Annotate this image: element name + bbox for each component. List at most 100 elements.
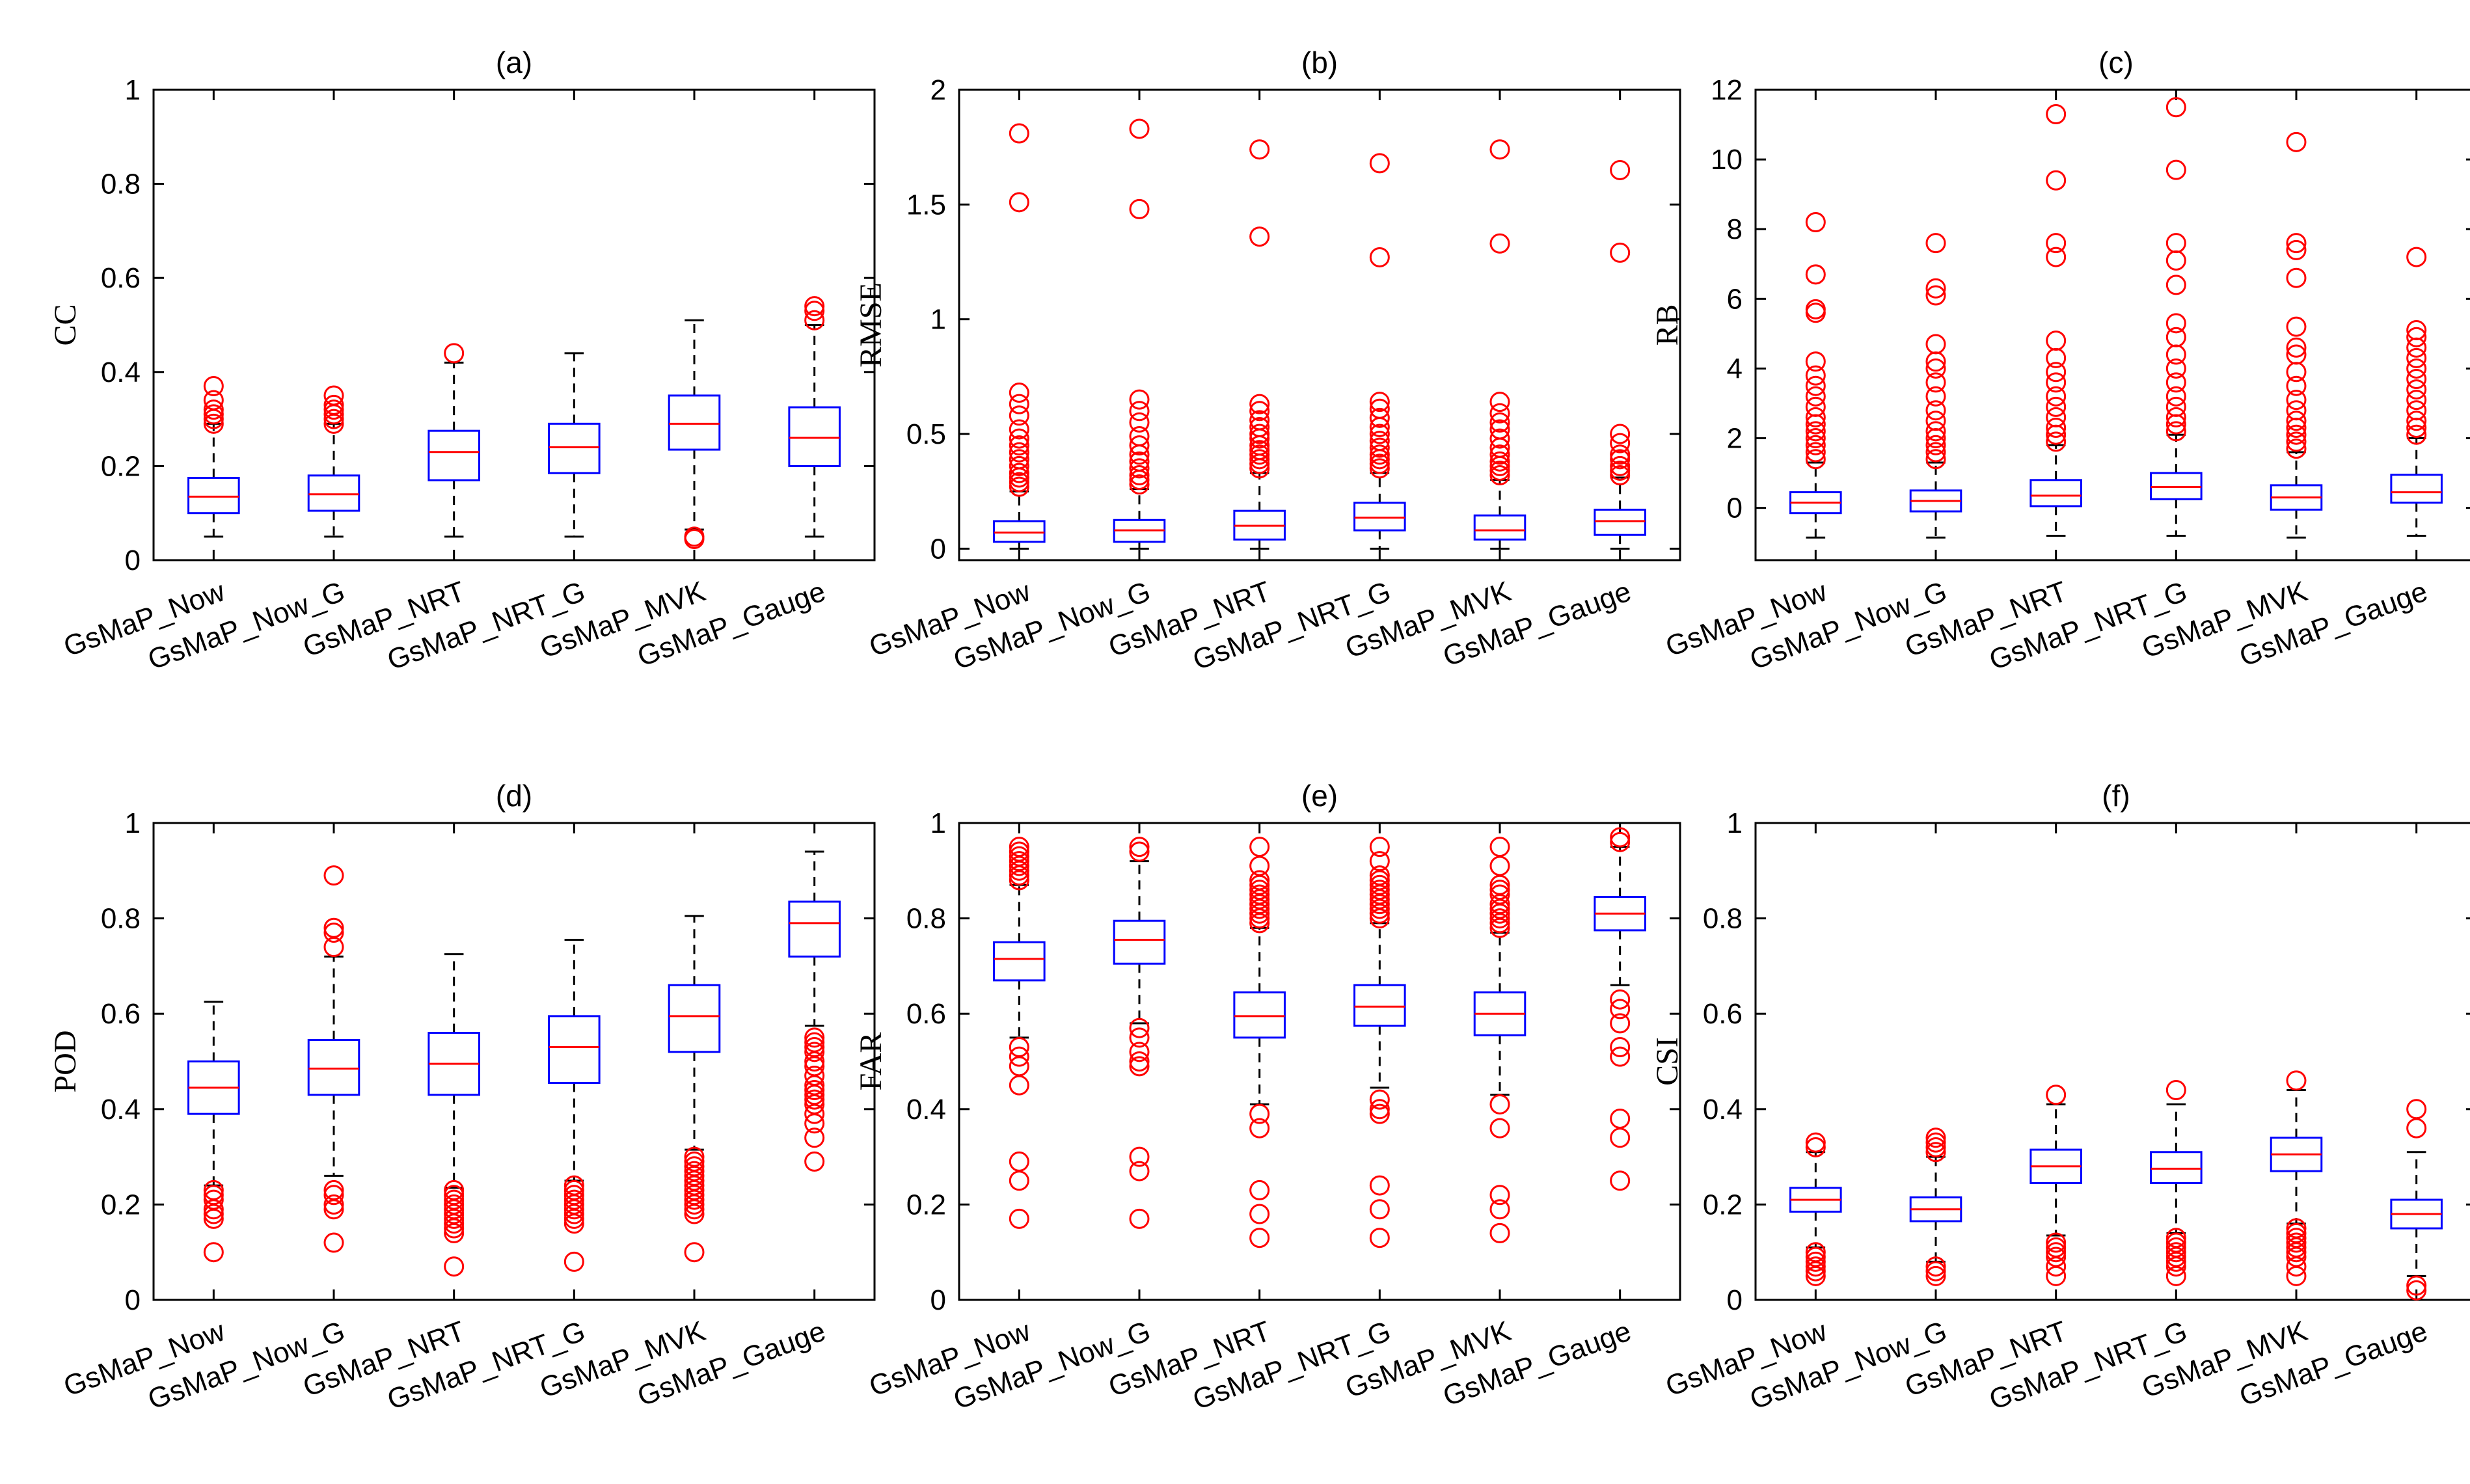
- y-tick-label: 1: [930, 807, 946, 839]
- outlier-point: [2165, 372, 2186, 393]
- box-GsMaP_Now_G: [1909, 1127, 1962, 1286]
- outlier-point: [1489, 1094, 1510, 1114]
- outlier-point: [1129, 412, 1150, 433]
- outlier-point: [1009, 841, 1029, 862]
- y-tick-label: 0.2: [906, 1189, 946, 1221]
- outlier-point: [1610, 1037, 1631, 1058]
- box-GsMaP_Gauge: [2390, 1099, 2443, 1301]
- outlier-point: [1129, 401, 1150, 422]
- outlier-point: [1489, 856, 1510, 876]
- box-GsMaP_NRT: [428, 343, 480, 538]
- outlier-point: [1925, 1265, 1946, 1286]
- outlier-point: [1009, 192, 1029, 213]
- outlier-point: [1009, 463, 1029, 483]
- outlier-point: [1805, 428, 1826, 449]
- outlier-point: [2406, 247, 2427, 267]
- outlier-point: [1925, 334, 1946, 355]
- panel-a: (a)CC00.20.40.60.81GsMaP_NowGsMaP_Now_GG…: [48, 46, 876, 677]
- box-GsMaP_Now_G: [1113, 837, 1166, 1229]
- y-tick-label: 0: [930, 533, 946, 565]
- outlier-point: [1610, 455, 1631, 476]
- y-tick-label: 1: [930, 304, 946, 336]
- outlier-point: [1129, 1146, 1150, 1167]
- outlier-point: [1610, 1127, 1631, 1148]
- outlier-point: [1610, 242, 1631, 263]
- outlier-point: [1369, 431, 1390, 452]
- outlier-point: [563, 1189, 584, 1210]
- outlier-point: [2046, 386, 2067, 407]
- box-GsMaP_Gauge: [1594, 159, 1646, 550]
- outlier-point: [1249, 424, 1270, 444]
- box-GsMaP_MVK: [2270, 1070, 2323, 1286]
- outlier-point: [2046, 417, 2067, 438]
- iqr-box: [428, 429, 480, 481]
- outlier-point: [1249, 440, 1270, 461]
- outlier-point: [1009, 1208, 1029, 1229]
- outlier-point: [2165, 344, 2186, 365]
- outlier-point: [1009, 455, 1029, 476]
- outlier-point: [1805, 435, 1826, 455]
- outlier-point: [1489, 1199, 1510, 1220]
- outlier-point: [1610, 424, 1631, 444]
- iqr-box: [1594, 508, 1646, 536]
- outlier-point: [563, 1175, 584, 1196]
- outlier-point: [1489, 1118, 1510, 1139]
- outlier-point: [1925, 358, 1946, 379]
- outlier-point: [1610, 831, 1631, 852]
- box-GsMaP_MVK: [1473, 139, 1527, 550]
- outlier-point: [2046, 407, 2067, 427]
- outlier-point: [1009, 1037, 1029, 1058]
- outlier-point: [323, 1232, 344, 1253]
- outlier-point: [1129, 841, 1150, 862]
- iqr-box: [668, 984, 721, 1053]
- outlier-point: [1925, 372, 1946, 393]
- outlier-point: [563, 1251, 584, 1272]
- outlier-point: [1489, 139, 1510, 160]
- outlier-point: [2046, 347, 2067, 368]
- y-axis-label: RB: [1650, 304, 1685, 345]
- outlier-point: [1009, 419, 1029, 440]
- outlier-point: [804, 296, 825, 317]
- outlier-point: [1805, 1251, 1826, 1272]
- outlier-point: [804, 1027, 825, 1048]
- box-GsMaP_Gauge: [788, 296, 841, 538]
- y-axis-label: RMSE: [854, 282, 888, 368]
- outlier-point: [203, 413, 224, 434]
- y-tick-label: 0.4: [906, 1094, 946, 1126]
- outlier-point: [203, 404, 224, 425]
- outlier-point: [1805, 449, 1826, 470]
- outlier-point: [2286, 390, 2307, 411]
- outlier-point: [1610, 444, 1631, 465]
- outlier-point: [1925, 278, 1946, 299]
- plot-frame: [958, 88, 1681, 561]
- outlier-point: [1610, 989, 1631, 1010]
- outlier-point: [1925, 1132, 1946, 1153]
- y-tick-label: 0.2: [1703, 1189, 1743, 1221]
- outlier-point: [684, 1156, 705, 1177]
- y-tick-label: 1: [125, 807, 141, 839]
- outlier-point: [2286, 131, 2307, 152]
- outlier-point: [444, 1194, 465, 1215]
- outlier-point: [1489, 908, 1510, 929]
- y-tick-label: 0.4: [1703, 1094, 1743, 1126]
- outlier-point: [1489, 428, 1510, 449]
- outlier-point: [1925, 285, 1946, 306]
- outlier-point: [684, 1242, 705, 1263]
- box-GsMaP_NRT: [2029, 103, 2082, 537]
- box-GsMaP_Now_G: [307, 865, 360, 1253]
- plot-frame: [152, 822, 876, 1301]
- outlier-point: [1925, 386, 1946, 407]
- box-GsMaP_Gauge: [788, 850, 841, 1172]
- outlier-point: [1369, 424, 1390, 444]
- y-axis-label: POD: [48, 1030, 83, 1092]
- box-GsMaP_NRT: [1233, 837, 1286, 1248]
- outlier-point: [2286, 411, 2307, 431]
- outlier-point: [323, 1180, 344, 1200]
- outlier-point: [323, 923, 344, 943]
- outlier-point: [1009, 1046, 1029, 1067]
- outlier-point: [2165, 358, 2186, 379]
- panel-f: (f)CSI00.20.40.60.81GsMaP_NowGsMaP_Now_G…: [1650, 779, 2470, 1416]
- outlier-point: [1249, 880, 1270, 900]
- outlier-point: [2165, 233, 2186, 254]
- outlier-point: [1805, 442, 1826, 463]
